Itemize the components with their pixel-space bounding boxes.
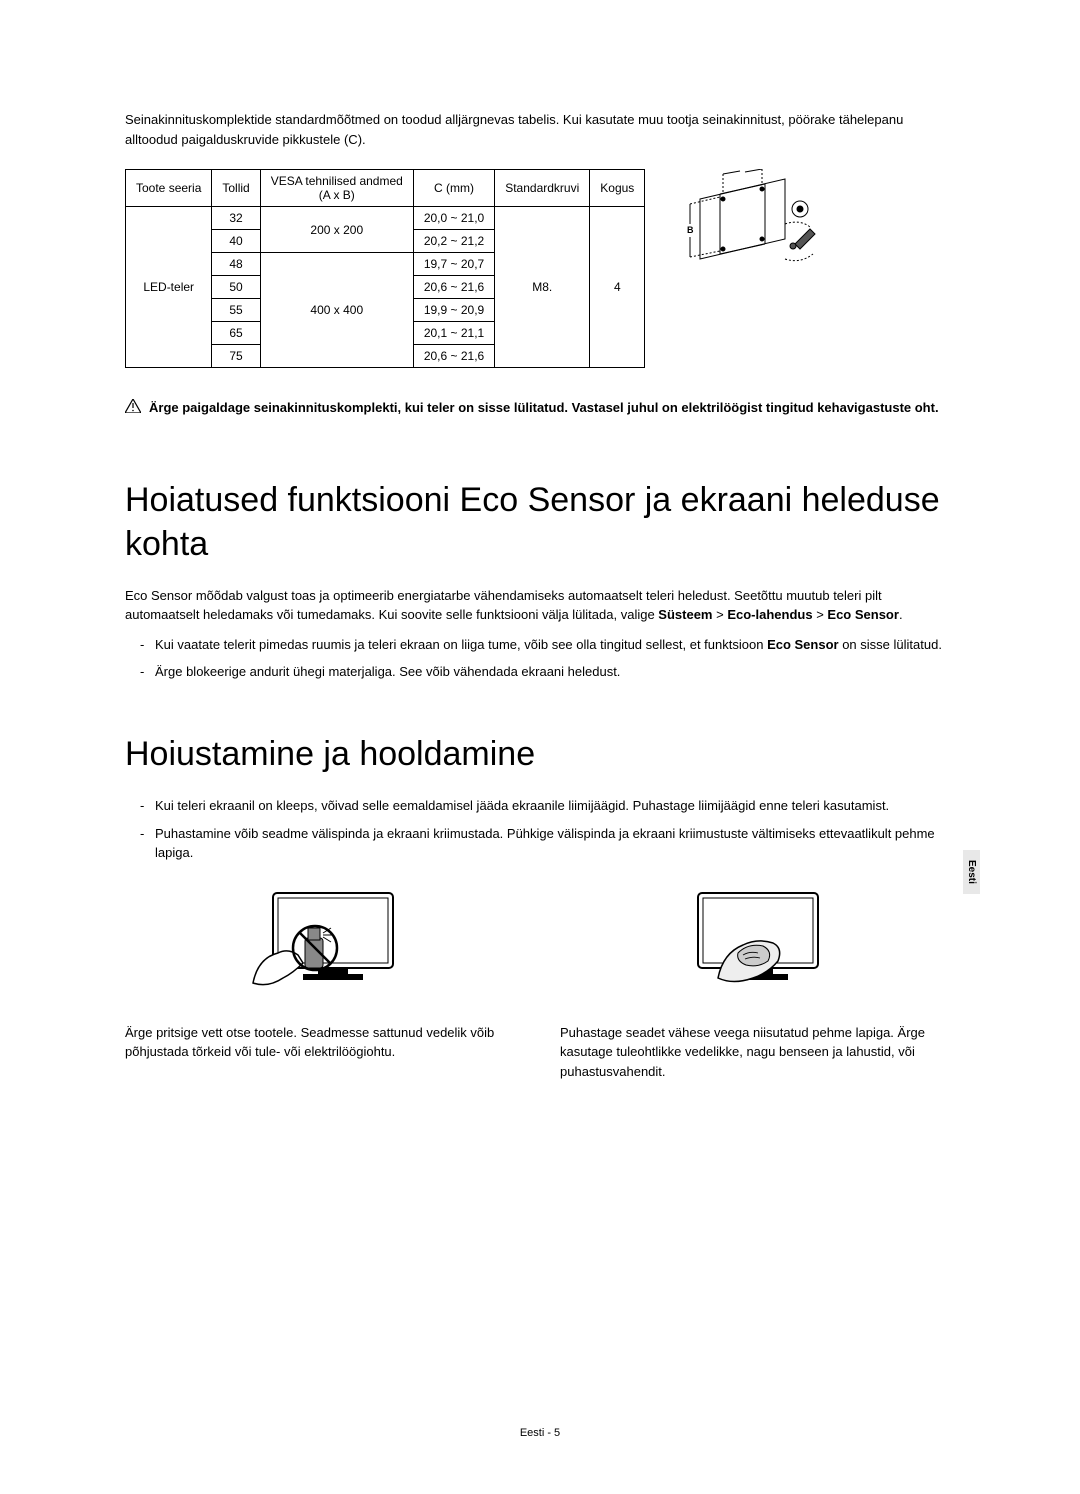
- cell-vesa: 400 x 400: [260, 253, 413, 368]
- language-tab: Eesti: [963, 850, 980, 894]
- svg-text:B: B: [687, 225, 694, 235]
- cell-c: 19,9 ~ 20,9: [413, 299, 494, 322]
- warning-text: Ärge paigaldage seinakinnituskomplekti, …: [149, 398, 939, 418]
- care-bullet-list: Kui teleri ekraanil on kleeps, võivad se…: [125, 796, 955, 863]
- cell-inches: 75: [212, 345, 260, 368]
- warning-triangle-icon: [125, 399, 141, 413]
- captions-row: Ärge pritsige vett otse tootele. Seadmes…: [125, 1023, 955, 1082]
- eco-bullet-list: Kui vaatate telerit pimedas ruumis ja te…: [125, 635, 955, 682]
- list-item: Puhastamine võib seadme välispinda ja ek…: [140, 824, 955, 863]
- cell-product-series: LED-teler: [126, 207, 212, 368]
- cell-inches: 48: [212, 253, 260, 276]
- cell-c: 20,6 ~ 21,6: [413, 345, 494, 368]
- cell-inches: 40: [212, 230, 260, 253]
- cell-c: 20,2 ~ 21,2: [413, 230, 494, 253]
- list-item: Kui vaatate telerit pimedas ruumis ja te…: [140, 635, 955, 655]
- eco-paragraph: Eco Sensor mõõdab valgust toas ja optime…: [125, 586, 955, 625]
- caption-wipe: Puhastage seadet vähese veega niisutatud…: [560, 1023, 955, 1082]
- th-vesa: VESA tehnilised andmed (A x B): [260, 170, 413, 207]
- cell-inches: 55: [212, 299, 260, 322]
- cell-inches: 32: [212, 207, 260, 230]
- th-product-series: Toote seeria: [126, 170, 212, 207]
- cell-screw: M8.: [495, 207, 590, 368]
- warning-block: Ärge paigaldage seinakinnituskomplekti, …: [125, 398, 955, 418]
- cell-vesa: 200 x 200: [260, 207, 413, 253]
- th-quantity: Kogus: [590, 170, 645, 207]
- table-section: Toote seeria Tollid VESA tehnilised andm…: [125, 169, 955, 368]
- cell-quantity: 4: [590, 207, 645, 368]
- cell-c: 19,7 ~ 20,7: [413, 253, 494, 276]
- care-images-row: [125, 883, 955, 1003]
- page-footer: Eesti - 5: [520, 1427, 560, 1439]
- no-spray-image: [233, 883, 413, 1003]
- heading-eco-sensor: Hoiatused funktsiooni Eco Sensor ja ekra…: [125, 478, 955, 566]
- cell-inches: 50: [212, 276, 260, 299]
- list-item: Ärge blokeerige andurit ühegi materjalig…: [140, 662, 955, 682]
- cell-c: 20,0 ~ 21,0: [413, 207, 494, 230]
- wipe-cloth-image: [668, 883, 848, 1003]
- vesa-table: Toote seeria Tollid VESA tehnilised andm…: [125, 169, 645, 368]
- caption-no-spray: Ärge pritsige vett otse tootele. Seadmes…: [125, 1023, 520, 1082]
- list-item: Kui teleri ekraanil on kleeps, võivad se…: [140, 796, 955, 816]
- th-inches: Tollid: [212, 170, 260, 207]
- th-c: C (mm): [413, 170, 494, 207]
- svg-text:A: A: [741, 169, 748, 171]
- vesa-mount-diagram: A B: [665, 169, 825, 279]
- heading-storage-care: Hoiustamine ja hooldamine: [125, 732, 955, 776]
- cell-inches: 65: [212, 322, 260, 345]
- intro-paragraph: Seinakinnituskomplektide standardmõõtmed…: [125, 110, 955, 149]
- th-screw: Standardkruvi: [495, 170, 590, 207]
- cell-c: 20,6 ~ 21,6: [413, 276, 494, 299]
- cell-c: 20,1 ~ 21,1: [413, 322, 494, 345]
